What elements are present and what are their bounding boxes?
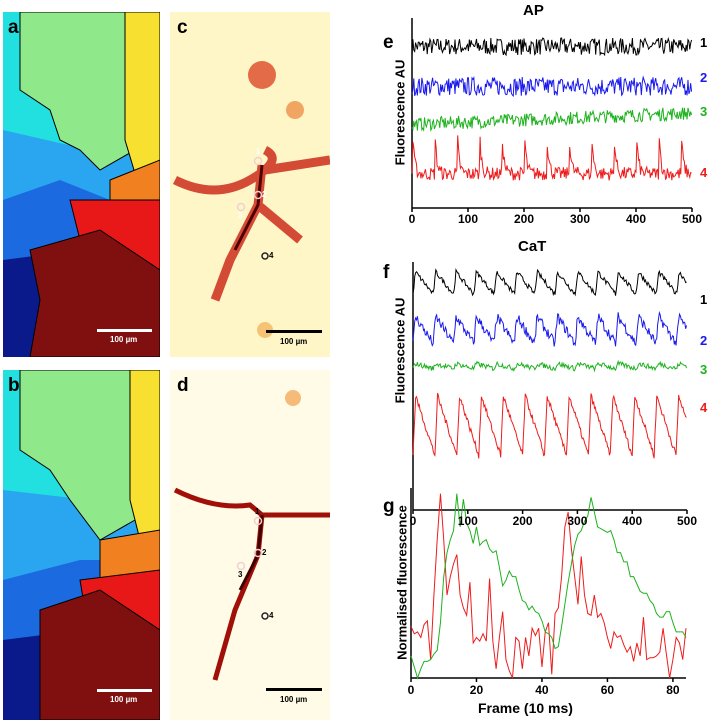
- trace-label: 2: [700, 70, 708, 85]
- x-tick-label: 20: [469, 683, 484, 697]
- x-tick-label: 400: [625, 212, 647, 226]
- trace-label: 4: [700, 165, 708, 180]
- panel-label-c: c: [177, 17, 188, 38]
- trace-2: [412, 310, 688, 347]
- scale-bar-label: 100 µm: [280, 695, 308, 704]
- x-axis-label-g: Frame (10 ms): [478, 700, 573, 716]
- roi-label: 4: [269, 251, 274, 260]
- roi-markers: [236, 156, 269, 620]
- x-tick-label: 500: [676, 514, 698, 528]
- y-axis-label-e: Fluorescence AU: [392, 59, 408, 166]
- x-tick-label: 200: [513, 212, 535, 226]
- trace-1: [412, 267, 687, 297]
- x-tick-label: 300: [569, 212, 591, 226]
- x-tick-label: 0: [407, 683, 415, 697]
- x-tick-label: 100: [457, 212, 479, 226]
- roi-label: 3: [238, 211, 243, 220]
- roi-label: 1: [256, 147, 261, 156]
- trace-label: 1: [700, 292, 708, 307]
- x-tick-label: 500: [681, 212, 703, 226]
- trace-1: [411, 36, 693, 57]
- trace-label: 2: [700, 333, 708, 348]
- x-tick-label: 0: [409, 514, 417, 528]
- trace-2: [411, 75, 693, 98]
- x-tick-label: 200: [512, 514, 533, 528]
- trace-label: 1: [700, 35, 708, 50]
- activation-map-b: [3, 370, 160, 720]
- chart-title-cat: CaT: [518, 238, 547, 255]
- fluorescence-image-d: [170, 370, 330, 720]
- x-tick-label: 60: [600, 683, 615, 697]
- panel-label-g: g: [383, 496, 395, 517]
- trace-3: [411, 107, 693, 132]
- x-tick-label: 400: [622, 514, 643, 528]
- scale-bar-label: 100 µm: [280, 337, 308, 346]
- panel-label-a: a: [8, 17, 19, 38]
- scale-bar-label: 100 µm: [110, 695, 138, 704]
- x-tick-label: 300: [567, 514, 588, 528]
- x-tick-label: 0: [408, 212, 416, 226]
- panel-label-d: d: [177, 375, 189, 396]
- scale-bars: [97, 329, 322, 692]
- trace-green: [410, 493, 687, 680]
- roi-label: 2: [262, 190, 267, 199]
- x-tick-label: 80: [666, 683, 680, 697]
- x-tick-label: 40: [535, 683, 549, 697]
- trace-label: 3: [700, 104, 708, 119]
- trace-3: [412, 359, 688, 373]
- panel-label-f: f: [383, 262, 390, 283]
- trace-4: [411, 135, 692, 181]
- roi-label: 2: [262, 548, 267, 557]
- y-axis-label-f: Fluorescence AU: [392, 297, 408, 404]
- panel-label-b: b: [8, 375, 20, 396]
- fluorescence-image-c: [170, 12, 330, 357]
- charts: [410, 18, 693, 682]
- roi-label: 1: [255, 507, 260, 516]
- roi-label: 4: [269, 611, 274, 620]
- trace-label: 3: [700, 362, 708, 377]
- trace-red: [410, 493, 687, 679]
- activation-map-a: [3, 12, 160, 357]
- y-axis-label-g: Normalised fluorescence: [394, 505, 410, 660]
- x-tick-label: 100: [457, 514, 478, 528]
- panel-label-e: e: [383, 32, 394, 53]
- roi-label: 3: [238, 570, 243, 579]
- chart-title-ap: AP: [523, 2, 544, 19]
- trace-label: 4: [700, 400, 708, 415]
- scale-bar-label: 100 µm: [110, 335, 138, 344]
- trace-4: [412, 392, 687, 459]
